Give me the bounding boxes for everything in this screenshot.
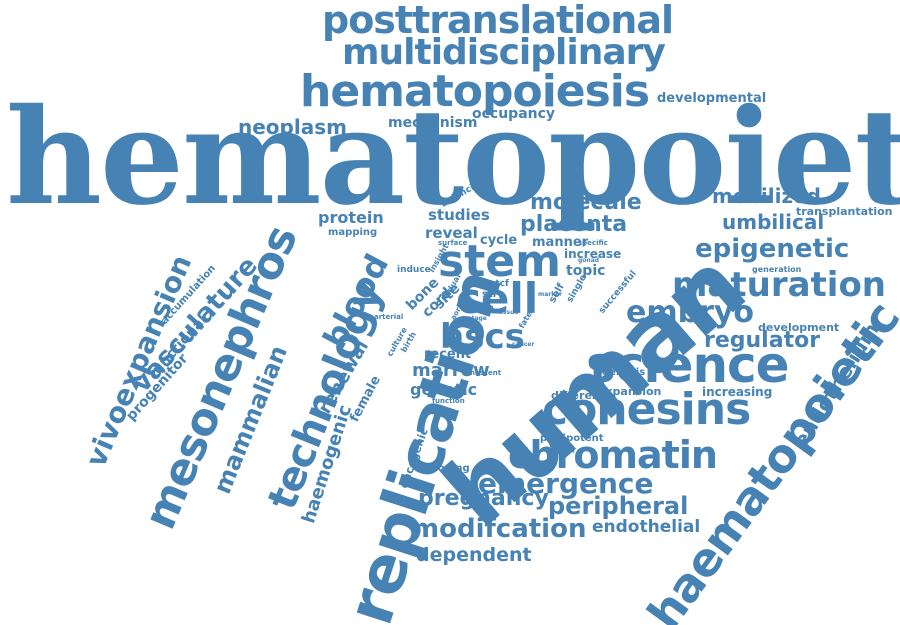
word-umbilical: umbilical [722, 210, 825, 234]
word-genesis: genesis [602, 367, 646, 378]
word-increasing: increasing [702, 385, 773, 399]
word-hscs: hscs [440, 317, 525, 357]
word-mobilized: mobilized [712, 184, 821, 208]
word-embryo: embryo [626, 295, 755, 330]
word-different: different [551, 389, 605, 402]
word-epigenetic: epigenetic [695, 234, 850, 264]
word-surface: surface [438, 239, 468, 247]
word-stem: stem [438, 236, 561, 287]
word-decoding: decoding [418, 463, 470, 474]
word-multidisciplinary: multidisciplinary [342, 32, 666, 73]
word-dependent: dependent [416, 544, 532, 566]
word-modifcation: modifcation [412, 514, 587, 544]
word-str: str [482, 289, 498, 300]
word-genetic: genetic [410, 380, 478, 399]
word-maturation: maturation [672, 265, 887, 305]
word-marrow: marrow [412, 360, 490, 381]
word-pluripotent: pluripotent [540, 433, 604, 444]
word-function: function [432, 397, 465, 405]
word-developmental: developmental [657, 91, 767, 106]
word-topic: topic [566, 263, 606, 279]
word-transplantation: transplantation [796, 205, 893, 218]
word-science: science [586, 336, 790, 394]
word-occupancy: occupancy [472, 106, 556, 122]
word-peripheral: peripheral [548, 492, 689, 520]
word-hematopoietic: hematopoietic [6, 80, 900, 235]
word-endothelial: endothelial [592, 517, 701, 537]
word-hematopoiesis: hematopoiesis [300, 66, 650, 117]
word-recent: recent [424, 347, 472, 362]
word-molecule: molecule [530, 190, 642, 215]
word-generation: generation [752, 265, 802, 274]
word-cancer: cancer [512, 341, 535, 348]
word-gonad: gonad [578, 257, 600, 264]
word-tissue: tissue [498, 309, 519, 316]
word-regulator: regulator [704, 328, 821, 353]
word-neoplasm: neoplasm [238, 115, 347, 139]
word-ctcf: ctcf [490, 279, 509, 289]
word-increase: increase [564, 247, 622, 261]
word-specific: specific [578, 239, 608, 247]
word-protein: protein [318, 208, 384, 227]
word-studies: studies [428, 206, 490, 224]
word-chromatin: chromatin [508, 433, 718, 477]
word-arterial: arterial [374, 313, 404, 321]
word-reveal: reveal [425, 224, 478, 242]
word-nascent: nascent [470, 369, 502, 377]
word-cell: cell [456, 274, 539, 323]
word-posttranslational: posttranslational [322, 0, 674, 42]
word-marker: marker [538, 291, 563, 298]
word-pregnancy: pregnancy [418, 486, 549, 511]
word-placenta: placenta [520, 212, 628, 237]
word-mapping: mapping [328, 227, 378, 238]
word-expansion: expansion [598, 385, 662, 398]
word-cohesins: cohesins [542, 384, 751, 435]
word-emergence: emergence [478, 467, 654, 500]
word-induce: induce [397, 265, 431, 275]
word-mechanism: mechanism [388, 115, 478, 131]
word-manner: manner [532, 235, 589, 250]
word-stage: stage [468, 315, 487, 322]
word-development: development [758, 321, 840, 334]
word-cycle: cycle [480, 233, 518, 248]
